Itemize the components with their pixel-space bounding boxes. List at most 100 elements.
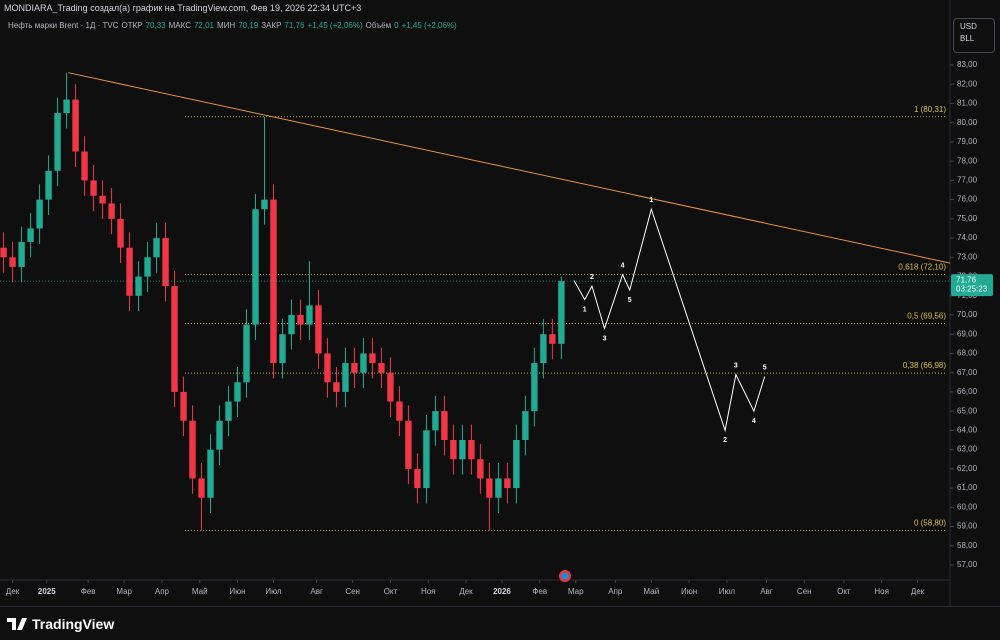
y-tick-label: 69,00 <box>957 329 978 338</box>
wave-label: 3 <box>603 335 607 342</box>
candle-body <box>9 257 16 267</box>
wave-label: 1 <box>583 306 587 313</box>
candle-body <box>477 459 484 479</box>
candle-body <box>495 478 502 498</box>
stat-value: 72,01 <box>193 21 215 30</box>
candle-body <box>0 247 7 258</box>
candle-body <box>27 228 34 242</box>
last-price-box <box>951 274 993 297</box>
brand: TradingView <box>32 616 115 632</box>
candle-body <box>90 180 97 196</box>
y-tick-label: 63,00 <box>957 445 978 454</box>
stat-label: МАКС <box>168 21 191 30</box>
currency-button[interactable]: USD BLL <box>953 18 995 53</box>
change: +1,45 (+2,06%) <box>307 21 363 30</box>
chart: 57,00 58,00 59,00 60,00 61,00 62,00 63,00 64,00… <box>0 0 993 606</box>
candle-body <box>162 238 169 287</box>
wave-label: 2 <box>590 274 594 281</box>
candle-body <box>117 218 124 248</box>
candle-body <box>396 401 403 421</box>
wave-label: 3 <box>734 362 738 369</box>
candle-body <box>135 276 142 296</box>
candle-body <box>99 195 106 204</box>
y-tick-label: 73,00 <box>957 252 978 261</box>
candle-body <box>432 411 439 431</box>
trendline <box>68 72 951 264</box>
candle-body <box>63 99 70 114</box>
x-tick-label: Сен <box>797 587 812 596</box>
candle-body <box>504 478 511 489</box>
candle-body <box>324 353 331 383</box>
x-tick-label: Дек <box>459 587 473 596</box>
candle-body <box>387 372 394 402</box>
candle-body <box>360 353 367 373</box>
x-tick-label: Окт <box>837 587 851 596</box>
candle-body <box>81 151 88 181</box>
y-tick-label: 68,00 <box>957 349 978 358</box>
y-tick-label: 64,00 <box>957 425 978 434</box>
candle-body <box>153 238 160 258</box>
x-tick-label: 2026 <box>493 587 511 596</box>
x-tick-label: Апр <box>608 587 623 596</box>
candle-body <box>144 257 151 277</box>
y-tick-label: 66,00 <box>957 387 978 396</box>
candle-body <box>243 324 250 383</box>
y-tick-label: 74,00 <box>957 233 978 242</box>
x-tick-label: Апр <box>155 587 170 596</box>
y-tick-label: 79,00 <box>957 137 978 146</box>
y-tick-label: 83,00 <box>957 60 978 69</box>
candle-body <box>342 363 349 392</box>
x-tick-label: 2025 <box>38 587 56 596</box>
stat-value: 71,76 <box>284 21 305 30</box>
unit: BLL <box>960 34 975 43</box>
candle-body <box>18 241 25 267</box>
y-tick-label: 58,00 <box>957 541 978 550</box>
x-tick-label: Май <box>643 587 659 596</box>
y-tick-label: 60,00 <box>957 502 978 511</box>
candle-body <box>315 305 322 354</box>
volume-label: Объём <box>365 21 392 30</box>
wave-label: 4 <box>752 418 756 425</box>
volume-change: +1,45 (+2,06%) <box>401 21 457 30</box>
price-timer: 03:25:23 <box>956 284 988 293</box>
y-tick-label: 76,00 <box>957 195 978 204</box>
candle-body <box>45 170 52 200</box>
x-tick-label: Июл <box>719 587 736 596</box>
y-tick-label: 77,00 <box>957 175 978 184</box>
candle-body <box>333 382 340 392</box>
fib-label: 0,38 (66,98) <box>903 361 946 370</box>
candle-body <box>369 353 376 364</box>
y-tick-label: 82,00 <box>957 79 978 88</box>
stat-value: 70,33 <box>145 21 166 30</box>
candle-body <box>54 113 61 171</box>
symbol-info: Нефть марки Brent · 1Д · TVC ОТКР 70,33 М… <box>8 21 457 30</box>
candle-body <box>180 391 187 421</box>
candle-body <box>378 363 385 373</box>
wave-label: 2 <box>723 437 727 444</box>
candle-body <box>522 411 529 440</box>
candle-body <box>252 209 259 325</box>
candle-body <box>405 420 412 469</box>
candle-body <box>468 440 475 460</box>
candle-body <box>234 382 241 402</box>
symbol: Нефть марки Brent · 1Д · TVC <box>8 21 119 30</box>
candle-body <box>450 440 457 460</box>
y-tick-label: 65,00 <box>957 406 978 415</box>
currency: USD <box>960 22 977 31</box>
fib-label: 1 (80,31) <box>914 105 946 114</box>
y-tick-label: 62,00 <box>957 464 978 473</box>
x-tick-label: Мар <box>116 587 132 596</box>
volume: 0 <box>394 21 399 30</box>
stat-label: МИН <box>217 21 236 30</box>
candle-body <box>198 478 205 498</box>
y-tick-label: 59,00 <box>957 522 978 531</box>
x-tick-label: Окт <box>384 587 398 596</box>
candle-body <box>486 478 493 498</box>
y-tick-label: 67,00 <box>957 368 978 377</box>
y-tick-label: 70,00 <box>957 310 978 319</box>
candle-body <box>459 440 466 460</box>
projection-path <box>573 207 766 433</box>
credit: MONDIARA_Trading создал(а) график на Tra… <box>4 3 362 13</box>
candle-body <box>306 305 313 325</box>
